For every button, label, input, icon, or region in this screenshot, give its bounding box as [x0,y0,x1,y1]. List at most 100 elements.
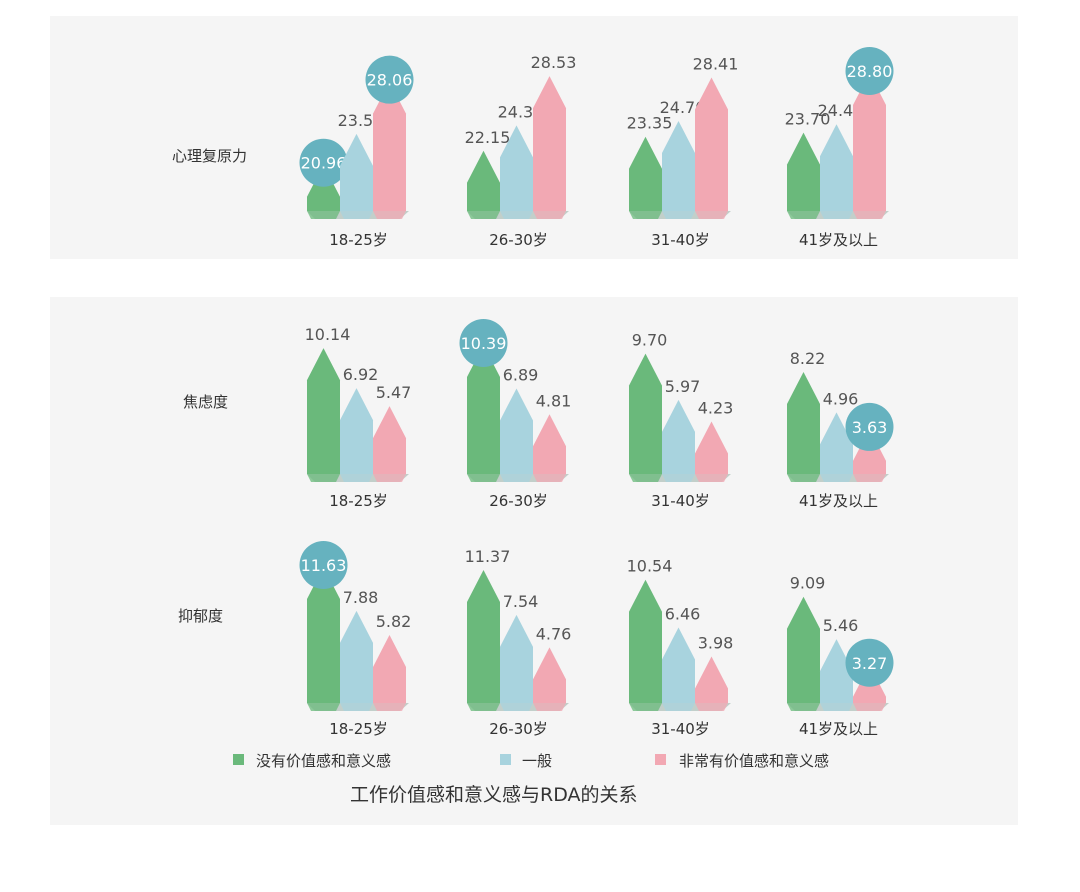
data-label: 3.98 [698,633,734,652]
bar-bevel [373,211,406,219]
bar-general [662,120,695,211]
category-tick-label: 26-30岁 [489,720,548,738]
legend: 没有价值感和意义感 一般 非常有价值感和意义感 [233,752,829,770]
legend-swatch-general [500,754,511,765]
data-label: 6.46 [665,604,701,623]
bar-none [629,353,662,474]
data-label: 28.53 [531,53,577,72]
bar-bevel [695,474,728,482]
bar-bevel [307,211,340,219]
bar-bevel [533,211,566,219]
bar-general [820,639,853,703]
category-tick-label: 41岁及以上 [799,720,878,738]
bar-bevel [853,211,886,219]
category-tick-label: 31-40岁 [651,492,710,510]
legend-label-none: 没有价值感和意义感 [256,752,391,770]
bar-bevel [820,211,853,219]
data-label: 22.15 [465,128,511,147]
data-label: 24.42 [818,101,864,120]
legend-label-very: 非常有价值感和意义感 [679,752,829,770]
bar-bevel [662,474,695,482]
data-label: 7.88 [343,588,379,607]
bar-general [662,399,695,474]
data-label: 10.39 [461,334,507,353]
highlight-circle [299,541,348,589]
bar-bevel [695,211,728,219]
data-label: 10.54 [627,557,673,576]
bar-bevel [662,703,695,711]
legend-label-general: 一般 [522,752,552,770]
bar-very [533,414,566,474]
bar-very [373,406,406,474]
highlight-circle [365,55,414,104]
data-label: 4.23 [698,398,734,417]
bar-general [340,133,373,211]
bar-none [629,136,662,211]
legend-swatch-none [233,754,244,765]
footer-title: 工作价值感和意义感与RDA的关系 [350,784,638,806]
bar-none [307,567,340,703]
data-label: 3.63 [852,418,888,437]
data-label: 23.35 [627,114,673,133]
category-tick-label: 41岁及以上 [799,492,878,510]
anxiety-depression-panel [50,297,1018,825]
data-label: 28.06 [367,71,413,90]
bar-bevel [500,211,533,219]
bar-general [500,388,533,474]
category-tick-label: 18-25岁 [329,720,388,738]
bar-bevel [533,474,566,482]
bar-bevel [787,703,820,711]
bar-very [373,81,406,211]
data-label: 24.32 [498,102,544,121]
data-label: 20.96 [301,154,347,173]
bar-bevel [373,474,406,482]
bar-none [307,164,340,211]
bar-none [467,570,500,703]
bar-bevel [307,474,340,482]
bar-bevel [340,703,373,711]
bar-bevel [629,703,662,711]
highlight-circle [299,138,348,187]
category-tick-label: 41岁及以上 [799,231,878,249]
bar-none [787,596,820,703]
bar-general [820,124,853,211]
bar-very [695,421,728,474]
bar-bevel [695,703,728,711]
bar-none [467,150,500,211]
bar-bevel [787,211,820,219]
data-label: 4.76 [536,624,572,643]
bar-bevel [853,474,886,482]
category-tick-label: 26-30岁 [489,492,548,510]
bar-none [307,348,340,474]
bar-bevel [500,474,533,482]
bar-general [500,125,533,211]
category-tick-label: 18-25岁 [329,231,388,249]
bar-bevel [662,211,695,219]
bar-very [853,428,886,474]
bar-bevel [853,703,886,711]
highlight-circle [845,47,894,95]
highlight-circle [845,638,894,687]
bar-bevel [307,703,340,711]
bar-bevel [340,474,373,482]
chart-2: 抑郁度 11.63 7.88 5.82 18-25岁 11.37 7.54 4.76 26-30… [178,541,894,738]
bar-none [467,345,500,474]
highlight-circle [459,319,508,367]
bar-none [787,371,820,474]
row-label-1: 焦虑度 [183,393,228,411]
bar-general [820,412,853,474]
data-label: 6.92 [343,365,379,384]
category-tick-label: 26-30岁 [489,231,548,249]
category-tick-label: 18-25岁 [329,492,388,510]
data-label: 11.63 [301,556,347,575]
bar-bevel [820,474,853,482]
bar-bevel [373,703,406,711]
row-label-2: 抑郁度 [178,607,223,625]
category-tick-label: 31-40岁 [651,231,710,249]
legend-swatch-very [655,754,666,765]
data-label: 7.54 [503,592,539,611]
highlight-circle [845,402,894,451]
chart-1: 焦虑度 10.14 6.925.47 18-25岁 10.39 6.89 4.81 26-30… [183,319,894,510]
data-label: 5.46 [823,616,859,635]
